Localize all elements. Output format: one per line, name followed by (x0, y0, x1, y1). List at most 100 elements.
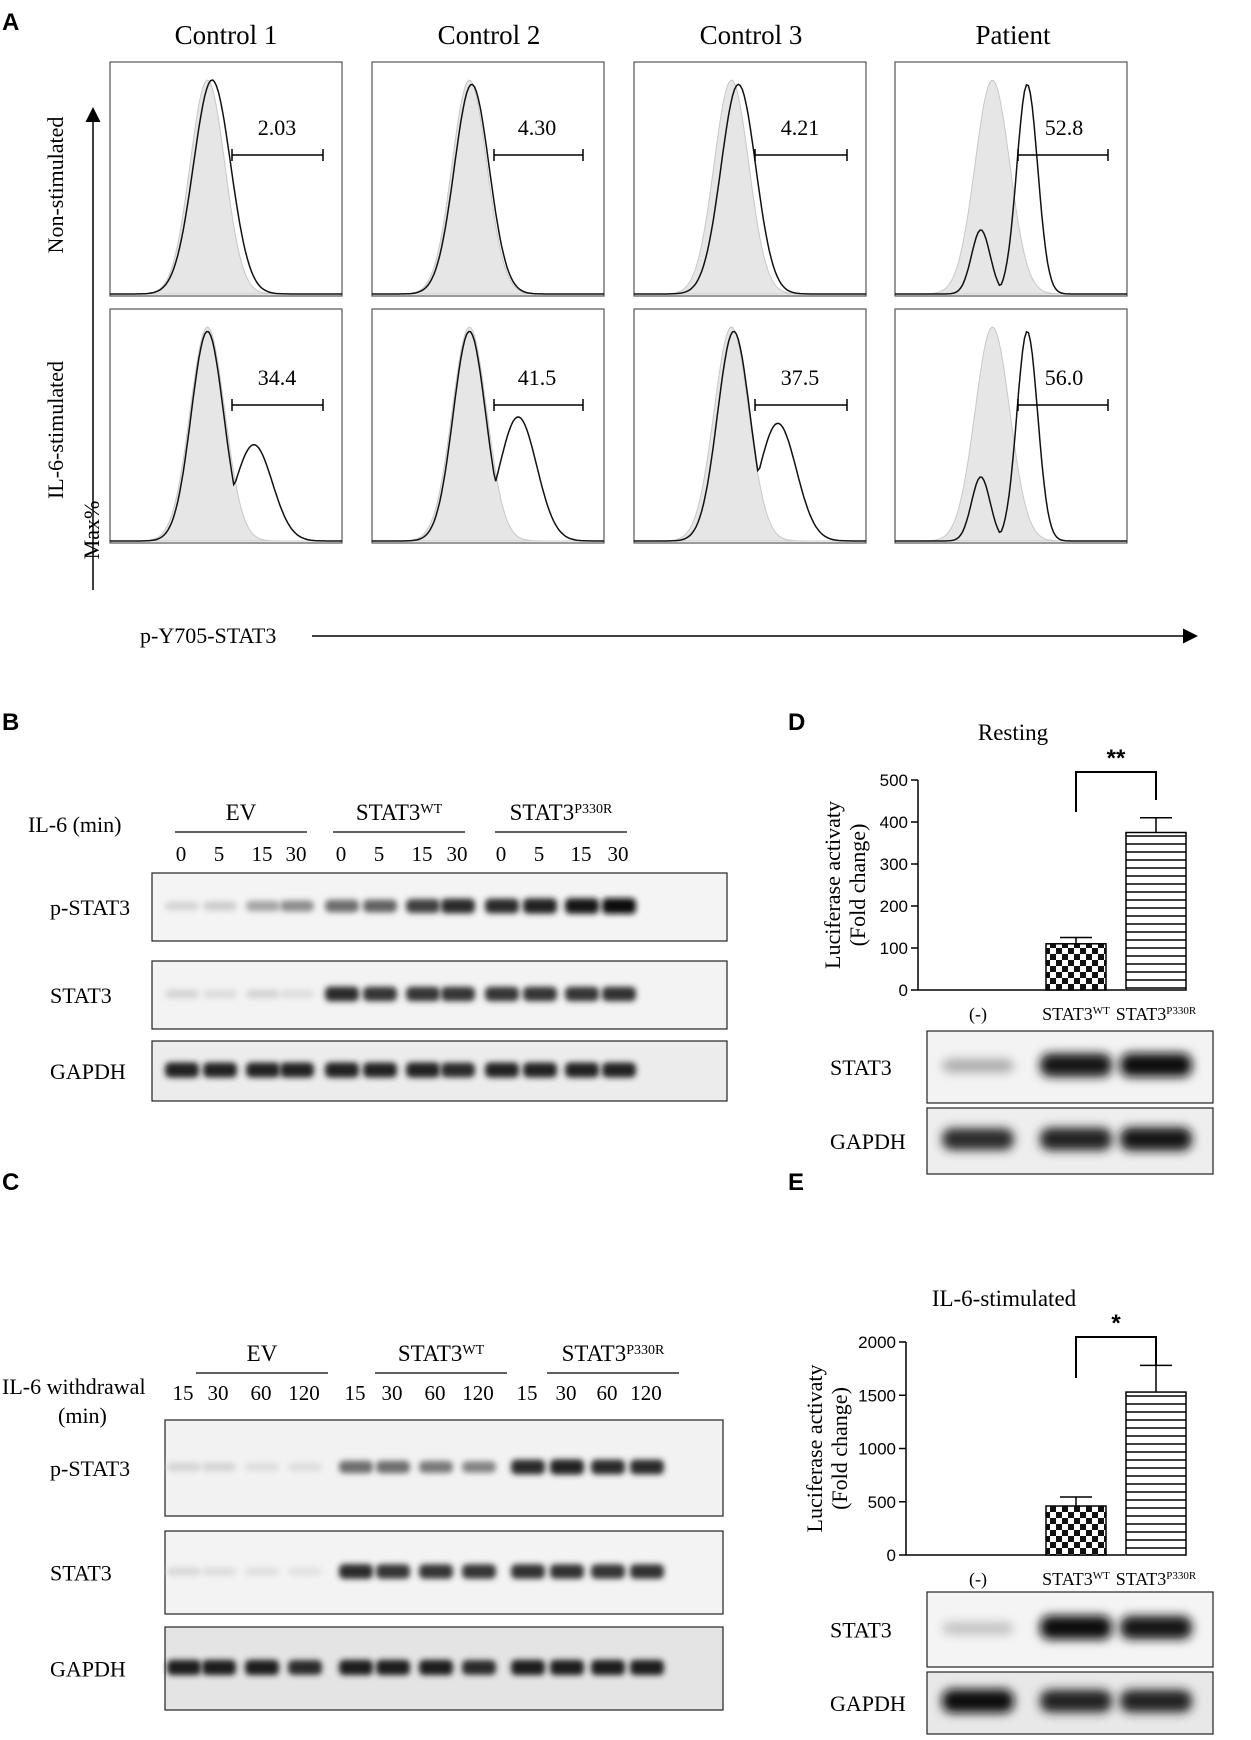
protein-band (441, 1062, 475, 1078)
chart-title: IL-6-stimulated (932, 1286, 1077, 1311)
protein-band (246, 989, 280, 999)
protein-band (1040, 1615, 1112, 1640)
protein-band (363, 986, 397, 1002)
x-tick-label: STAT3WT (1042, 1004, 1110, 1024)
protein-band (165, 901, 199, 911)
protein-band (339, 1564, 373, 1579)
blot-strip: p-STAT3 (50, 1419, 724, 1517)
gate-percentage: 56.0 (1045, 365, 1084, 390)
significance-bracket (1075, 771, 1157, 812)
protein-band (325, 899, 359, 913)
protein-band (511, 1659, 545, 1676)
protein-band (591, 1659, 625, 1676)
y-axis-label: Luciferase activaty (820, 801, 845, 969)
protein-band (203, 901, 237, 911)
significance-bracket (1075, 1336, 1157, 1378)
y-tick-label: 400 (880, 813, 908, 832)
protein-band (203, 989, 237, 999)
column-header: Control 2 (438, 20, 541, 50)
lane-label: 15 (412, 842, 433, 866)
protein-band (288, 1567, 322, 1576)
protein-band (165, 989, 199, 999)
protein-band (942, 1689, 1014, 1713)
protein-band (167, 1462, 201, 1472)
blot-strip: GAPDH (50, 1626, 724, 1711)
protein-band (246, 1062, 280, 1078)
protein-band (167, 1567, 201, 1576)
lane-label: 60 (597, 1381, 618, 1405)
histogram-panel: 4.21 (633, 61, 867, 297)
c-condition-unit: (min) (58, 1403, 107, 1428)
lane-label: 15 (517, 1381, 538, 1405)
protein-band (511, 1564, 545, 1579)
b-condition-label: IL-6 (min) (28, 812, 121, 837)
y-tick-label: 1500 (858, 1386, 896, 1405)
protein-band (245, 1462, 279, 1472)
bar (1125, 831, 1187, 991)
protein-band (202, 1659, 236, 1676)
y-tick-label: 500 (868, 1493, 896, 1512)
histogram-panel: 37.5 (633, 308, 867, 544)
lane-label: 15 (252, 842, 273, 866)
protein-band (165, 1062, 199, 1078)
protein-band (167, 1659, 201, 1676)
protein-band (1120, 1053, 1192, 1077)
a-row-labels: Non-stimulated IL-6-stimulated Max% (43, 107, 104, 590)
gate-percentage: 52.8 (1045, 115, 1084, 140)
blot-label: STAT3 (830, 1055, 892, 1080)
y-tick-label: 300 (880, 855, 908, 874)
protein-band (202, 1567, 236, 1576)
lane-label: 5 (374, 842, 385, 866)
lane-label: 30 (556, 1381, 577, 1405)
protein-band (462, 1660, 496, 1675)
column-header: Control 3 (700, 20, 803, 50)
protein-band (363, 899, 397, 913)
protein-band (602, 1062, 636, 1078)
protein-band (523, 986, 557, 1002)
blot-strip: STAT3 (830, 1030, 1214, 1104)
protein-band (376, 1564, 410, 1579)
lane-group-label: EV (226, 800, 257, 825)
protein-band (441, 898, 475, 914)
protein-band (511, 1459, 545, 1475)
lane-group-label: STAT3WT (356, 800, 443, 825)
lane-label: 0 (176, 842, 187, 866)
protein-band (245, 1659, 279, 1676)
protein-band (550, 1564, 584, 1579)
protein-band (485, 898, 519, 914)
blot-strip: GAPDH (830, 1671, 1214, 1735)
protein-band (246, 900, 280, 912)
row-label-il6-stimulated: IL-6-stimulated (43, 361, 68, 499)
histogram-panel: 41.5 (371, 308, 605, 544)
chart-title: Resting (978, 720, 1049, 745)
protein-band (419, 1659, 453, 1676)
y-tick-label: 500 (880, 771, 908, 790)
sample-histogram (634, 83, 866, 295)
protein-band (339, 1659, 373, 1676)
protein-band (325, 986, 359, 1002)
protein-band (1120, 1615, 1192, 1640)
lane-label: 5 (534, 842, 545, 866)
protein-band (565, 898, 599, 914)
lane-label: 30 (608, 842, 629, 866)
lane-label: 120 (462, 1381, 494, 1405)
protein-band (602, 898, 636, 914)
protein-band (376, 1659, 410, 1676)
blot-label: p-STAT3 (50, 1456, 130, 1481)
gate-percentage: 34.4 (258, 365, 297, 390)
lane-label: 60 (251, 1381, 272, 1405)
blot-label: STAT3 (50, 1561, 112, 1586)
histogram-panel: 52.8 (894, 61, 1128, 297)
protein-band (245, 1567, 279, 1576)
gate-percentage: 4.30 (518, 115, 557, 140)
y-tick-label: 0 (899, 981, 908, 1000)
protein-band (339, 1460, 373, 1474)
y-axis-label: Luciferase activaty (802, 1365, 827, 1533)
lane-label: 0 (336, 842, 347, 866)
protein-band (406, 1062, 440, 1078)
protein-band (630, 1459, 664, 1475)
histogram-panel: 34.4 (109, 308, 343, 544)
protein-band (550, 1459, 584, 1475)
protein-band (1040, 1127, 1112, 1151)
